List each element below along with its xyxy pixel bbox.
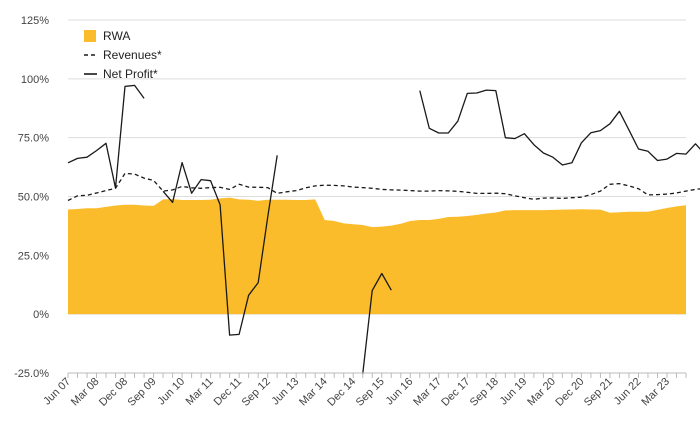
area-series-layer [68,197,686,315]
x-tick-label: Mar 11 [184,376,216,408]
x-tick-label: Dec 17 [439,376,472,409]
x-tick-label: Jun 10 [155,376,187,408]
x-tick-label: Jun 07 [41,376,73,408]
revenues-line [67,172,700,202]
legend-rwa-swatch [84,30,96,42]
rwa-area [68,197,686,315]
y-tick-label: 25.0% [18,250,49,262]
x-tick-label: Mar 23 [639,376,672,409]
legend-rwa-label: RWA [103,29,130,43]
x-tick-label: Dec 20 [553,376,586,409]
x-tick-label: Dec 14 [325,376,358,409]
net-profit-line [362,272,392,375]
x-tick-label: Mar 08 [69,376,102,409]
x-tick-label: Jun 13 [269,376,301,408]
y-tick-label: -25.0% [14,368,49,380]
x-tick-label: Sep 15 [354,376,387,409]
y-tick-label: 0% [33,309,49,321]
x-tick-label: Sep 21 [582,376,615,409]
line-series-layer [67,84,700,375]
x-tick-label: Jun 19 [498,376,530,408]
x-tick-label: Mar 14 [297,376,330,409]
y-tick-label: 125% [21,15,49,27]
x-tick-label: Sep 09 [126,376,159,409]
x-tick-label: Jun 22 [612,376,644,408]
x-tick-label: Mar 17 [411,376,444,409]
x-tick-label: Dec 11 [212,376,245,409]
net-profit-line [162,155,278,336]
x-tick-label: Jun 16 [384,376,416,408]
legend: RWA Revenues* Net Profit* [84,29,162,81]
y-tick-label: 75.0% [18,133,49,145]
x-tick-label: Sep 12 [240,376,273,409]
legend-net-profit-label: Net Profit* [103,67,158,81]
y-tick-label: 50.0% [18,192,49,204]
net-profit-line [67,84,145,189]
x-tick-label: Dec 08 [97,376,130,409]
gridlines [68,19,686,374]
x-tick-label: Sep 18 [468,376,501,409]
net-profit-line [419,89,700,166]
legend-revenues-label: Revenues* [103,48,162,62]
x-tick-label: Mar 20 [525,376,558,409]
y-tick-label: 100% [21,74,49,86]
